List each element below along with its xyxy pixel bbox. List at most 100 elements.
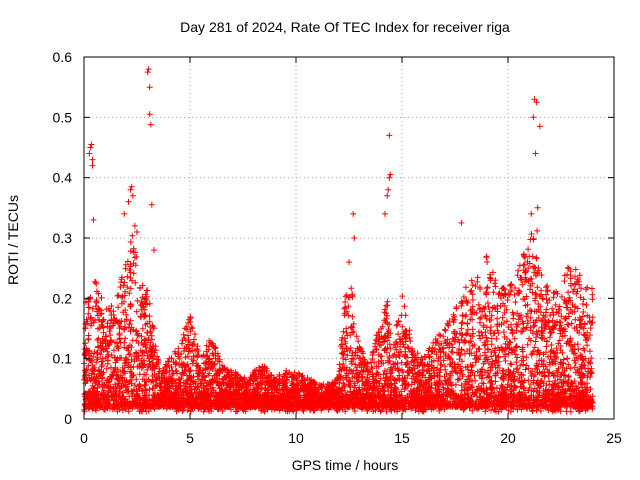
data-point (396, 353, 403, 360)
data-point (85, 304, 92, 311)
data-point (517, 362, 524, 369)
data-point (525, 365, 532, 372)
data-point (350, 328, 357, 335)
data-point (567, 306, 574, 313)
data-point (120, 309, 127, 316)
data-point (355, 338, 362, 345)
data-point (130, 270, 137, 277)
data-point (371, 359, 378, 366)
data-point (439, 381, 446, 388)
data-point (126, 320, 133, 327)
data-point (121, 368, 128, 375)
data-point (505, 350, 512, 357)
data-point (394, 321, 401, 328)
data-point (574, 327, 581, 334)
data-point (250, 382, 256, 389)
data-point (564, 264, 571, 271)
data-point (116, 335, 123, 342)
data-point (115, 292, 122, 299)
data-point (344, 345, 351, 352)
data-point (491, 280, 498, 287)
data-point (548, 342, 555, 348)
data-point (129, 232, 136, 239)
data-point (534, 284, 541, 291)
data-point (565, 289, 572, 296)
data-point (477, 319, 483, 326)
data-point (491, 304, 498, 311)
data-point (530, 236, 537, 243)
data-point (558, 293, 565, 300)
data-point (340, 380, 347, 387)
data-point (142, 381, 149, 388)
data-point (574, 341, 581, 348)
data-point (483, 334, 490, 341)
data-point (441, 326, 448, 333)
data-point (144, 352, 151, 359)
data-point (127, 269, 134, 276)
data-point (385, 359, 392, 366)
data-point (372, 343, 379, 350)
data-point (576, 370, 583, 376)
data-point (145, 335, 152, 341)
data-point (124, 273, 131, 280)
data-point (483, 253, 490, 260)
data-point (343, 325, 350, 332)
data-point (527, 286, 533, 293)
data-point (589, 296, 596, 303)
data-point (483, 290, 489, 297)
data-point (115, 304, 122, 311)
data-point (482, 313, 489, 320)
data-point (578, 324, 585, 331)
data-point (545, 353, 551, 360)
data-point (135, 383, 142, 390)
data-point (528, 231, 535, 237)
data-point (426, 354, 433, 361)
data-point (131, 254, 138, 261)
data-point (122, 335, 129, 342)
data-point (85, 336, 92, 342)
data-point (494, 308, 501, 315)
data-point (126, 267, 133, 273)
data-point (484, 300, 491, 306)
data-point (336, 361, 343, 368)
data-point (445, 322, 452, 329)
data-point (178, 351, 185, 357)
data-point (526, 253, 533, 260)
data-point (339, 355, 346, 362)
data-point (178, 340, 185, 347)
data-point (404, 344, 411, 350)
data-point (485, 373, 492, 380)
data-point (459, 319, 466, 326)
chart-title: Day 281 of 2024, Rate Of TEC Index for r… (180, 19, 510, 35)
data-point (494, 315, 501, 322)
data-point (544, 338, 550, 345)
data-point (127, 274, 134, 281)
data-point (191, 331, 198, 338)
data-point (568, 320, 575, 327)
data-point (430, 357, 437, 364)
data-point (504, 381, 511, 388)
data-point (464, 320, 471, 327)
data-point (572, 316, 579, 323)
data-point (440, 357, 447, 364)
data-point (93, 349, 100, 356)
data-point (550, 309, 557, 316)
data-point (361, 356, 368, 363)
data-point (276, 373, 283, 380)
data-point (471, 342, 478, 348)
data-point (120, 368, 127, 375)
data-point (94, 312, 101, 319)
data-point (393, 346, 400, 353)
data-point (185, 332, 192, 339)
data-point (120, 282, 127, 289)
data-point (486, 308, 493, 315)
data-point (105, 388, 112, 395)
data-point (579, 301, 586, 307)
data-point (549, 305, 556, 312)
data-point (150, 325, 157, 332)
data-point (572, 266, 579, 273)
data-point (336, 374, 342, 380)
data-point (146, 360, 153, 367)
data-point (566, 294, 573, 301)
data-point (185, 319, 192, 326)
